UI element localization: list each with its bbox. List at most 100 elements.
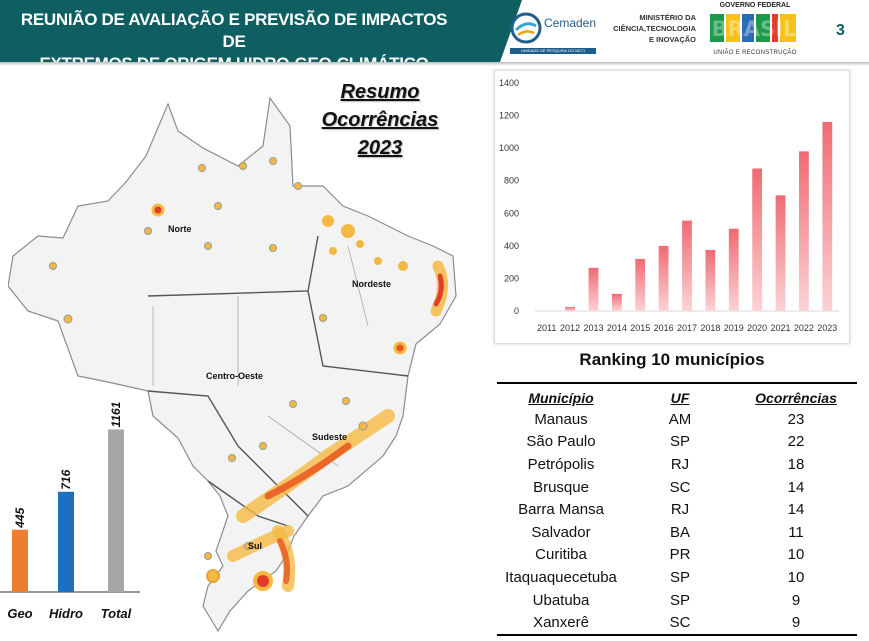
- ranking-cell-uf: PR: [669, 546, 691, 564]
- y-tick-label: 1000: [499, 143, 519, 153]
- year-bar-2015: [635, 258, 646, 311]
- y-tick-label: 1200: [499, 111, 519, 121]
- yearly-occurrence-chart: 0 200 400 600 800 1000 1200 1400 2011 2012 2013 201…: [499, 78, 839, 333]
- ranking-cell-uf: SP: [669, 568, 690, 586]
- x-tick-label: 2018: [700, 323, 720, 333]
- map-hotspots: [49, 157, 448, 592]
- region-label-sudeste: Sudeste: [312, 432, 347, 442]
- table-row: Brusque SC 14: [497, 476, 857, 499]
- x-tick-label: 2022: [794, 323, 814, 333]
- region-label-nordeste: Nordeste: [352, 279, 391, 289]
- ministry-line-2: CIÊNCIA,TECNOLOGIA: [613, 24, 696, 33]
- ranking-cell-uf: RJ: [670, 501, 690, 519]
- x-tick-label: 2016: [654, 323, 674, 333]
- type-bar-geo: [12, 529, 28, 592]
- ranking-cell-uf: RJ: [670, 455, 690, 473]
- slide-number: 3: [836, 22, 845, 39]
- x-tick-label: 2014: [607, 323, 627, 333]
- map-region-labels: Norte Nordeste Centro-Oeste Sudeste Sul: [168, 224, 391, 551]
- page-title-line-1: REUNIÃO DE AVALIAÇÃO E PREVISÃO DE IMPAC…: [20, 10, 448, 51]
- ranking-cell-municipio: Curitiba: [535, 546, 587, 564]
- ranking-cell-municipio: Ubatuba: [532, 591, 590, 609]
- ranking-cell-uf: SC: [669, 478, 691, 496]
- table-row: Itaquaquecetuba SP 10: [497, 566, 857, 589]
- mini-type-chart: 445 Geo 716 Hidro 1161 Total: [0, 401, 140, 621]
- ranking-cell-municipio: Itaquaquecetuba: [505, 568, 617, 586]
- region-label-sul: Sul: [248, 541, 262, 551]
- ranking-cell-count: 10: [787, 546, 805, 564]
- ranking-header-ocorrencias: Ocorrências: [735, 382, 857, 408]
- table-row: Petrópolis RJ 18: [497, 453, 857, 476]
- ranking-cell-count: 14: [787, 478, 805, 496]
- type-category-label: Geo: [7, 606, 32, 621]
- x-tick-label: 2020: [747, 323, 767, 333]
- y-tick-label: 600: [504, 208, 519, 218]
- year-bar-2018: [705, 249, 716, 311]
- year-bar-2022: [799, 151, 809, 311]
- ministry-label: MINISTÉRIO DA CIÊNCIA,TECNOLOGIA E INOVA…: [600, 12, 696, 45]
- summary-line-2: Ocorrências 2023: [321, 109, 439, 159]
- y-tick-label: 800: [504, 176, 519, 186]
- x-tick-label: 2021: [771, 323, 791, 333]
- type-category-label: Hidro: [49, 606, 83, 621]
- y-tick-label: 0: [514, 306, 519, 316]
- x-tick-label: 2023: [817, 323, 837, 333]
- brazil-occurrence-map: Norte Nordeste Centro-Oeste Sudeste Sul: [8, 96, 457, 633]
- table-row: Manaus AM 23: [497, 408, 857, 431]
- ranking-cell-municipio: Salvador: [531, 523, 591, 541]
- ranking-cell-count: 18: [787, 455, 805, 473]
- ranking-cell-municipio: Xanxerê: [497, 611, 625, 636]
- cemaden-name: Cemaden: [544, 16, 597, 30]
- ministry-line-1: MINISTÉRIO DA: [639, 13, 696, 22]
- ranking-cell-count: 10: [787, 568, 805, 586]
- ministry-line-3: E INOVAÇÃO: [649, 35, 696, 44]
- ranking-cell-uf: SC: [625, 611, 735, 636]
- y-tick-label: 400: [504, 241, 519, 251]
- year-bar-2012: [565, 306, 575, 311]
- year-bar-2019: [728, 228, 739, 311]
- year-bar-2021: [775, 195, 786, 311]
- ranking-cell-count: 14: [787, 501, 805, 519]
- cemaden-subtitle: UNIDADE DE PESQUISA DO MCTI: [510, 48, 596, 54]
- year-bar-2017: [682, 220, 692, 311]
- x-tick-label: 2019: [724, 323, 744, 333]
- y-tick-label: 200: [504, 273, 519, 283]
- type-bar-hidro: [58, 491, 74, 592]
- type-value-label: 716: [59, 469, 73, 489]
- table-row: Ubatuba SP 9: [497, 589, 857, 612]
- ranking-table: Município UF Ocorrências Manaus AM 23 São …: [497, 382, 857, 636]
- cemaden-globe-icon: [510, 12, 542, 44]
- cemaden-logo: Cemaden UNIDADE DE PESQUISA DO MCTI: [508, 10, 598, 54]
- ranking-cell-uf: AM: [668, 410, 692, 428]
- type-value-label: 1161: [109, 401, 123, 427]
- table-row: Curitiba PR 10: [497, 544, 857, 567]
- svg-text:BRASIL: BRASIL: [712, 17, 797, 41]
- ranking-cell-uf: BA: [669, 523, 690, 541]
- ranking-cell-count: 9: [791, 591, 801, 609]
- yearly-chart-panel: 0 200 400 600 800 1000 1200 1400 2011 2012 2013 201…: [494, 70, 850, 344]
- type-bar-total: [108, 429, 124, 592]
- gov-subtitle: UNIÃO E RECONSTRUÇÃO: [713, 50, 797, 56]
- ranking-title: Ranking 10 municípios: [579, 350, 765, 369]
- summary-title: Resumo Ocorrências 2023: [300, 78, 460, 162]
- ranking-cell-municipio: Manaus: [534, 410, 588, 428]
- gov-federal-label: GOVERNO FEDERAL: [719, 2, 791, 9]
- summary-line-1: Resumo: [340, 81, 420, 103]
- ranking-cell-uf: SP: [669, 433, 690, 451]
- ranking-cell-municipio: Barra Mansa: [518, 501, 604, 519]
- y-tick-label: 1400: [499, 78, 519, 88]
- year-bar-2013: [588, 267, 599, 311]
- ranking-header-row: Município UF Ocorrências: [497, 382, 857, 408]
- region-label-norte: Norte: [168, 224, 192, 234]
- ranking-cell-count: 22: [787, 433, 805, 451]
- header-bar: REUNIÃO DE AVALIAÇÃO E PREVISÃO DE IMPAC…: [0, 0, 869, 73]
- table-row: Salvador BA 11: [497, 521, 857, 544]
- table-row: Barra Mansa RJ 14: [497, 498, 857, 521]
- region-label-centro-oeste: Centro-Oeste: [206, 371, 263, 381]
- type-category-label: Total: [101, 606, 132, 621]
- year-bar-2014: [611, 293, 622, 311]
- header-title-band: REUNIÃO DE AVALIAÇÃO E PREVISÃO DE IMPAC…: [0, 0, 522, 73]
- brasil-logo: BRASIL: [710, 14, 797, 42]
- x-tick-label: 2012: [560, 323, 580, 333]
- ranking-cell-municipio: São Paulo: [526, 433, 596, 451]
